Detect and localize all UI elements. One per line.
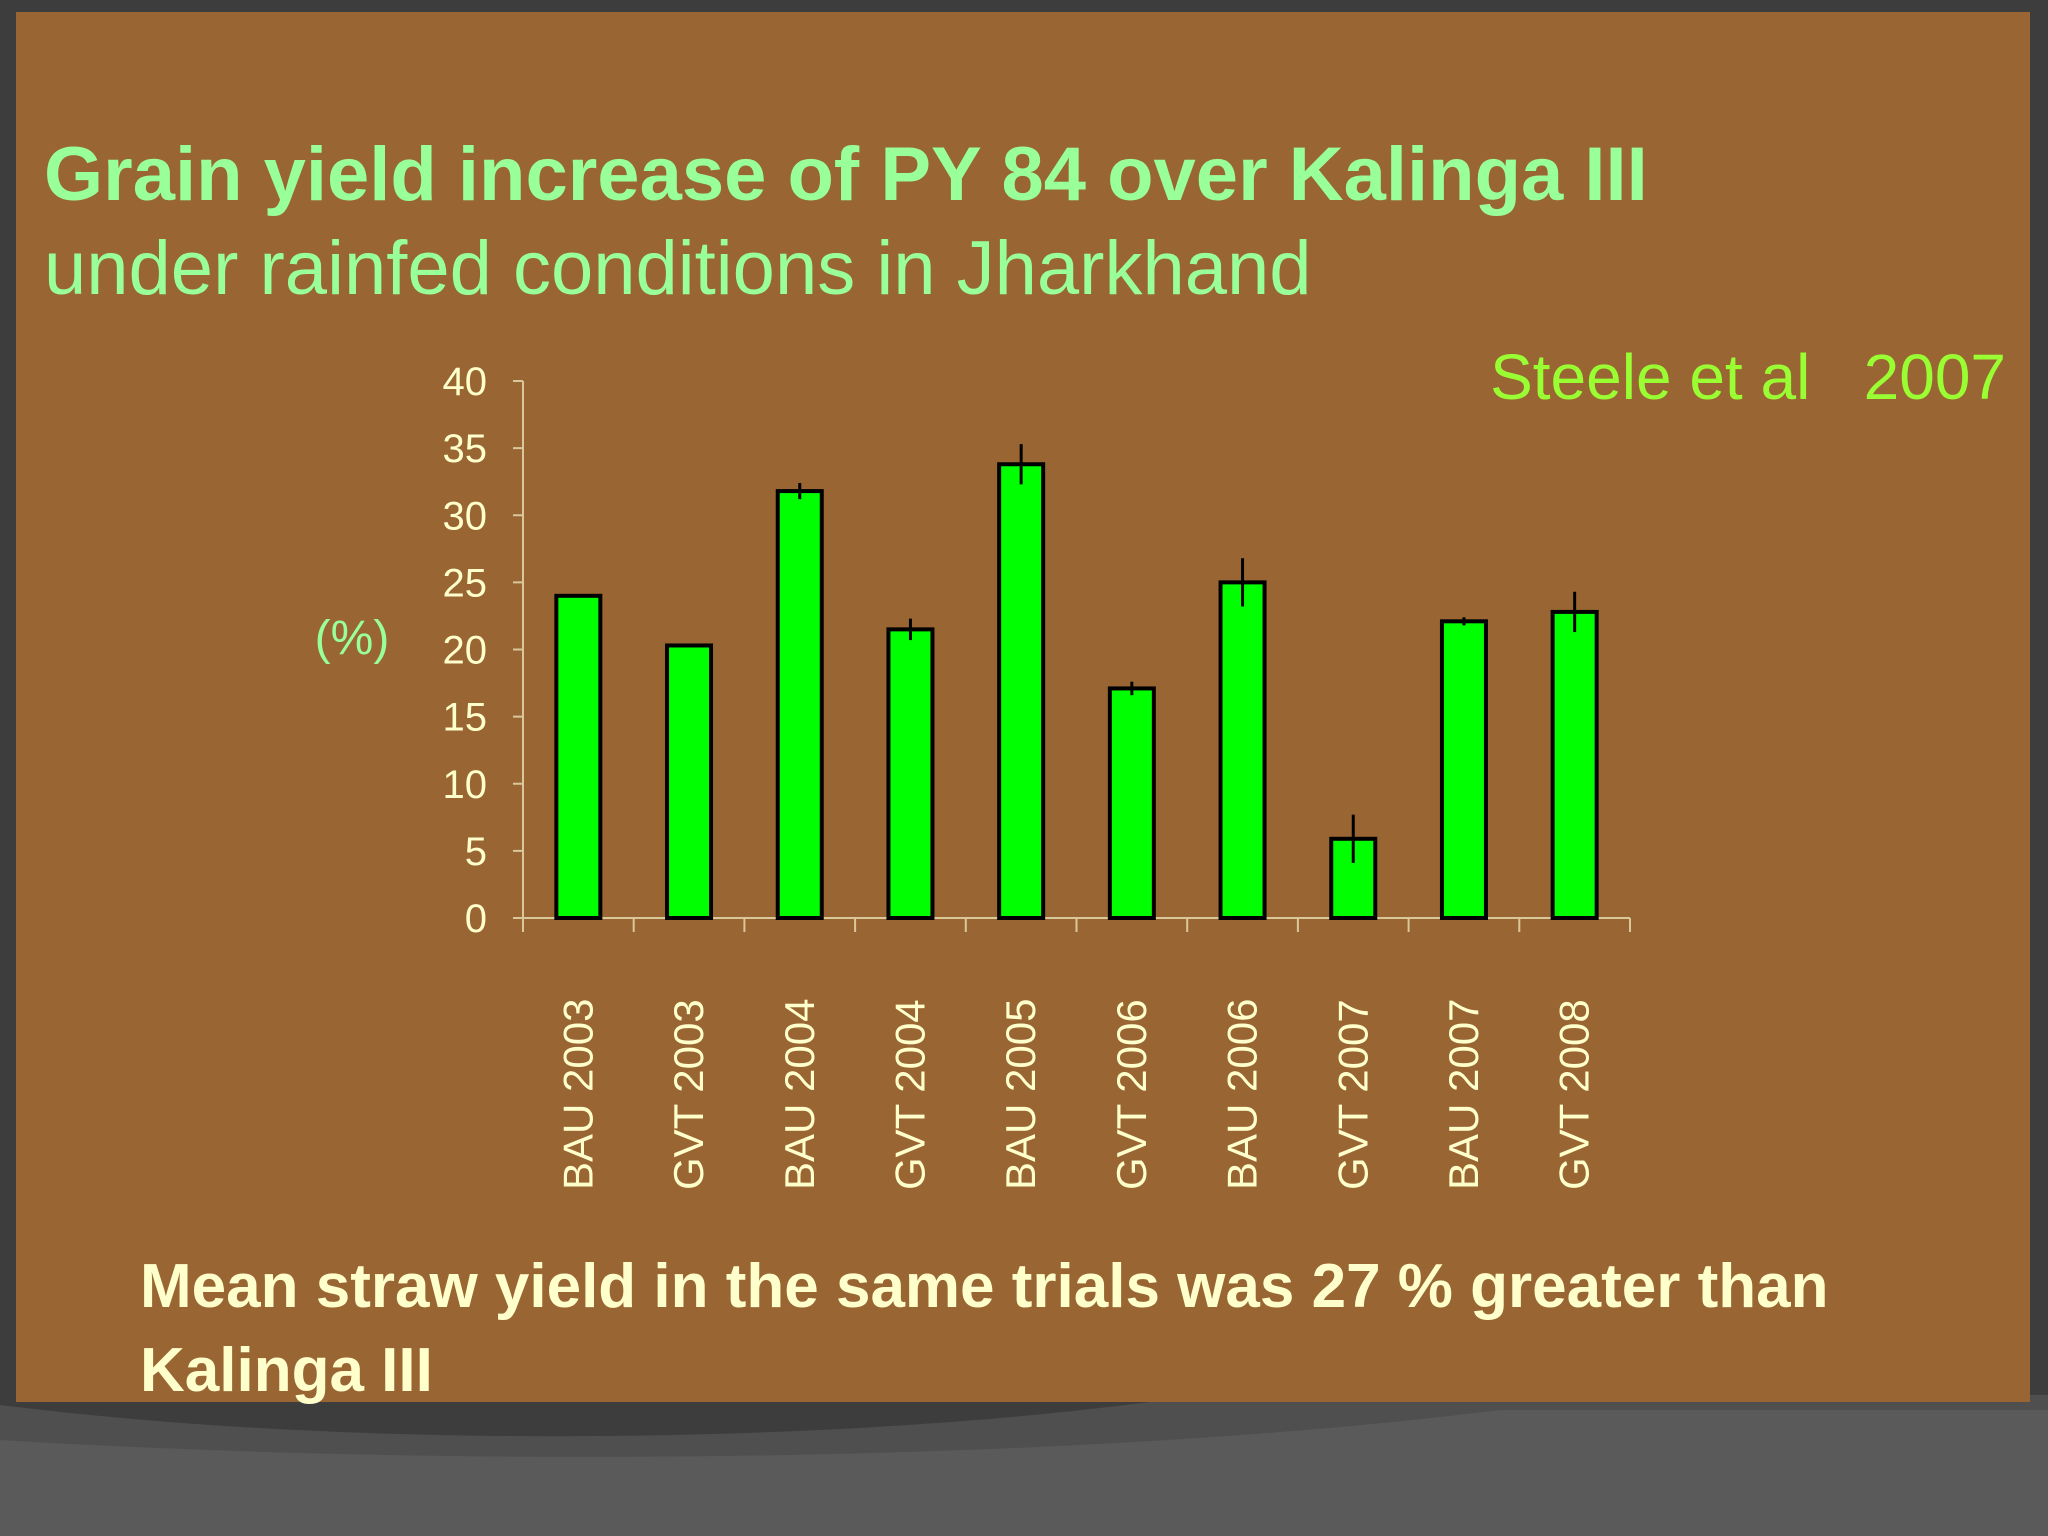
y-tick-label: 20 — [443, 629, 488, 673]
x-tick-label: GVT 2003 — [665, 999, 712, 1190]
x-tick-label: BAU 2005 — [997, 999, 1044, 1190]
y-tick-label: 10 — [443, 763, 488, 807]
bar — [554, 593, 603, 920]
bar — [775, 489, 824, 920]
bar — [1107, 686, 1156, 920]
y-tick-label: 0 — [465, 897, 487, 941]
x-tick-label: BAU 2004 — [776, 999, 823, 1190]
x-tick-label: GVT 2007 — [1329, 999, 1376, 1190]
bar — [1550, 609, 1599, 920]
x-tick-label: GVT 2004 — [886, 999, 933, 1190]
y-tick-label: 35 — [443, 427, 488, 471]
title-bold-line: Grain yield increase of PY 84 over Kalin… — [44, 132, 1648, 217]
x-tick-label: BAU 2006 — [1219, 999, 1266, 1190]
bar — [1218, 580, 1267, 920]
y-tick-label: 30 — [443, 494, 488, 538]
bar — [886, 627, 935, 920]
y-tick-label: 40 — [443, 360, 488, 404]
bottom-swoosh-highlight — [0, 1410, 2048, 1536]
slide-title: Grain yield increase of PY 84 over Kalin… — [44, 128, 1648, 316]
y-axis-label: (%) — [315, 612, 390, 665]
bar — [1439, 619, 1488, 920]
x-tick-label: GVT 2008 — [1551, 999, 1598, 1190]
y-tick-label: 15 — [443, 696, 488, 740]
y-tick-label: 5 — [465, 830, 487, 874]
bar — [997, 462, 1046, 920]
title-subtitle-line: under rainfed conditions in Jharkhand — [44, 226, 1312, 311]
x-tick-label: BAU 2007 — [1440, 999, 1487, 1190]
x-tick-label: GVT 2006 — [1108, 999, 1155, 1190]
citation-text: Steele et al 2007 — [1490, 341, 2006, 413]
x-tick-label: BAU 2003 — [554, 999, 601, 1190]
bar — [665, 643, 714, 920]
footnote-text: Mean straw yield in the same trials was … — [140, 1252, 1829, 1405]
y-tick-label: 25 — [443, 561, 488, 605]
